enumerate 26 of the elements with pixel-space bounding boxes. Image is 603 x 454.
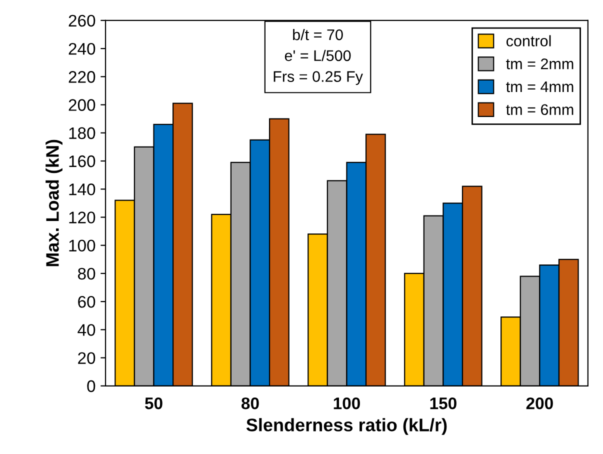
legend-label: tm = 6mm [506, 104, 574, 116]
y-tick-label: 40 [78, 324, 96, 336]
y-tick-label: 0 [87, 380, 96, 392]
y-tick-label: 160 [69, 155, 96, 168]
x-axis-title: Slenderness ratio (kL/r) [246, 418, 447, 435]
y-tick-label: 140 [69, 184, 96, 196]
y-tick-label: 220 [68, 71, 96, 83]
y-tick-label: 200 [68, 99, 96, 111]
y-tick-label: 120 [69, 212, 96, 224]
y-tick-label: 60 [78, 296, 96, 308]
legend-label: control [506, 35, 551, 46]
x-tick-label: 100 [334, 397, 360, 410]
x-tick-label: 200 [526, 397, 553, 410]
x-tick-label: 50 [145, 397, 162, 410]
y-axis-title: Max. Load (kN) [46, 140, 62, 266]
y-tick-label: 180 [69, 127, 96, 140]
x-tick-label: 80 [242, 397, 259, 410]
x-tick-label: 150 [430, 397, 456, 410]
legend-label: tm = 4mm [506, 81, 574, 92]
y-tick-label: 20 [78, 352, 96, 364]
legend-label: tm = 2mm [506, 58, 574, 70]
annotation: b/t = 70 e' = L/500 Frs = 0.25 Fy [274, 28, 363, 85]
y-tick-label: 260 [68, 14, 96, 27]
y-tick-label: 80 [78, 268, 96, 280]
y-tick-label: 100 [69, 240, 96, 252]
y-tick-label: 240 [68, 42, 96, 55]
